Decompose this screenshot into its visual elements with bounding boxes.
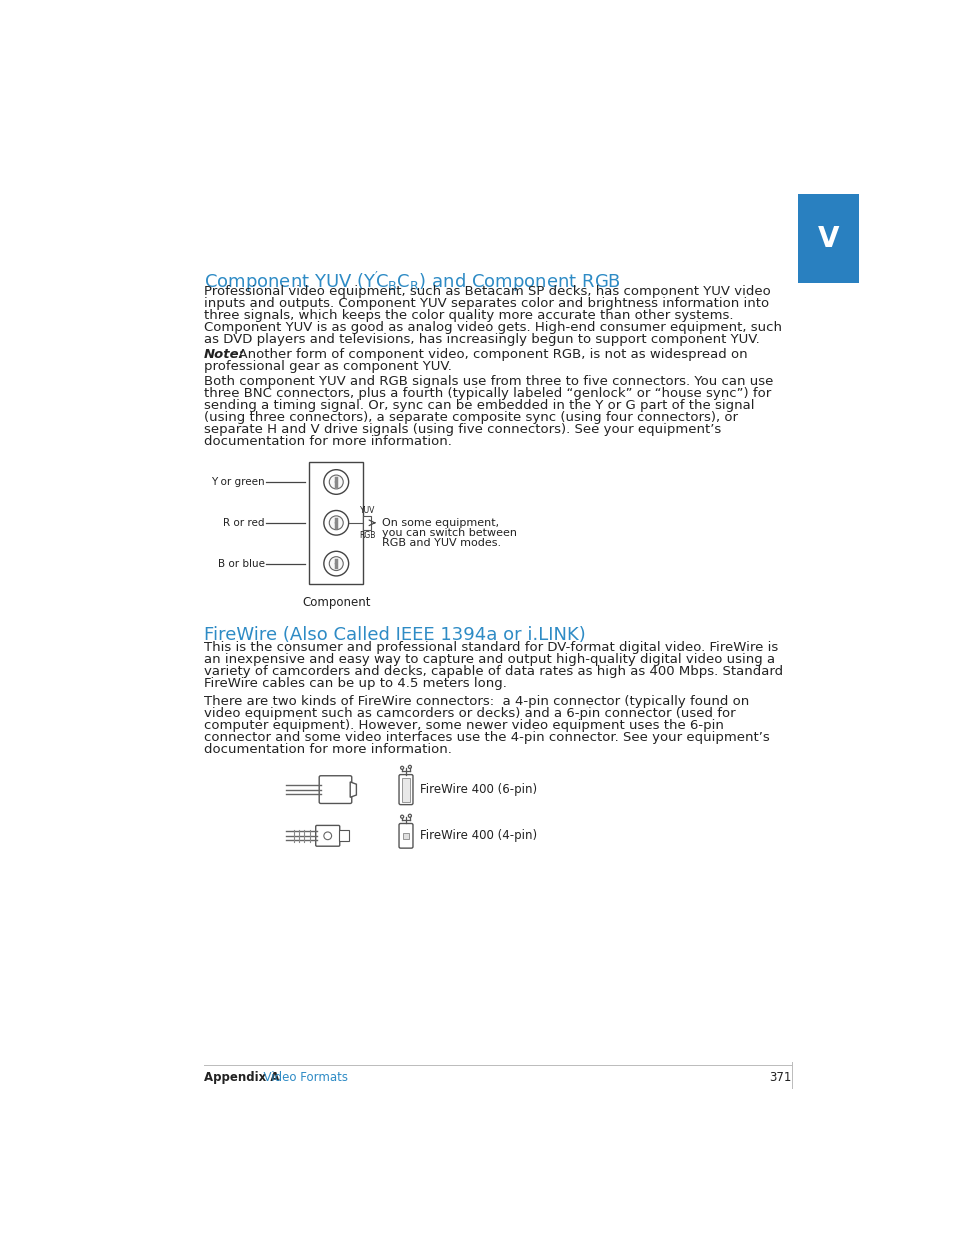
Text: variety of camcorders and decks, capable of data rates as high as 400 Mbps. Stan: variety of camcorders and decks, capable… (204, 666, 782, 678)
Text: Y or green: Y or green (212, 477, 265, 487)
Circle shape (329, 475, 343, 489)
Text: Note:: Note: (204, 348, 244, 361)
Text: Appendix A: Appendix A (204, 1071, 279, 1083)
Polygon shape (350, 782, 356, 798)
Text: There are two kinds of FireWire connectors:  a 4-pin connector (typically found : There are two kinds of FireWire connecto… (204, 695, 748, 709)
Text: Component: Component (302, 597, 370, 609)
Text: Professional video equipment, such as Betacam SP decks, has component YUV video: Professional video equipment, such as Be… (204, 285, 770, 299)
Text: B or blue: B or blue (217, 558, 265, 568)
Text: professional gear as component YUV.: professional gear as component YUV. (204, 359, 451, 373)
FancyBboxPatch shape (398, 774, 413, 805)
Circle shape (335, 480, 337, 484)
Circle shape (329, 516, 343, 530)
Text: RGB and YUV modes.: RGB and YUV modes. (381, 538, 500, 548)
Text: FireWire cables can be up to 4.5 meters long.: FireWire cables can be up to 4.5 meters … (204, 677, 506, 690)
FancyBboxPatch shape (398, 824, 413, 848)
Text: an inexpensive and easy way to capture and output high-quality digital video usi: an inexpensive and easy way to capture a… (204, 653, 774, 667)
Text: Another form of component video, component RGB, is not as widespread on: Another form of component video, compone… (230, 348, 747, 361)
Text: three signals, which keeps the color quality more accurate than other systems.: three signals, which keeps the color qua… (204, 309, 733, 322)
FancyBboxPatch shape (402, 832, 409, 839)
FancyBboxPatch shape (315, 825, 339, 846)
Text: Component YUV (Y$\mathregular{'\!}$C$_\mathregular{B}$C$_\mathregular{R}$) and C: Component YUV (Y$\mathregular{'\!}$C$_\m… (204, 270, 620, 294)
Text: FireWire 400 (4-pin): FireWire 400 (4-pin) (419, 830, 537, 842)
Text: connector and some video interfaces use the 4-pin connector. See your equipment’: connector and some video interfaces use … (204, 731, 769, 745)
Text: as DVD players and televisions, has increasingly begun to support component YUV.: as DVD players and televisions, has incr… (204, 333, 759, 346)
Text: YUV: YUV (359, 506, 375, 515)
FancyBboxPatch shape (402, 778, 410, 802)
Text: On some equipment,: On some equipment, (381, 519, 498, 529)
Bar (798, 194, 858, 283)
FancyBboxPatch shape (319, 776, 352, 804)
Circle shape (335, 562, 337, 566)
Text: video equipment such as camcorders or decks) and a 6-pin connector (used for: video equipment such as camcorders or de… (204, 708, 735, 720)
Text: sending a timing signal. Or, sync can be embedded in the Y or G part of the sign: sending a timing signal. Or, sync can be… (204, 399, 754, 411)
Text: FireWire (Also Called IEEE 1394a or i.LINK): FireWire (Also Called IEEE 1394a or i.LI… (204, 626, 585, 643)
Circle shape (335, 521, 337, 525)
Text: you can switch between: you can switch between (381, 529, 517, 538)
Text: RGB: RGB (358, 531, 375, 540)
Text: Component YUV is as good as analog video gets. High-end consumer equipment, such: Component YUV is as good as analog video… (204, 321, 781, 333)
Text: computer equipment). However, some newer video equipment uses the 6-pin: computer equipment). However, some newer… (204, 719, 722, 732)
Text: This is the consumer and professional standard for DV-format digital video. Fire: This is the consumer and professional st… (204, 641, 777, 655)
Text: R or red: R or red (223, 517, 265, 527)
Text: documentation for more information.: documentation for more information. (204, 435, 451, 447)
Text: documentation for more information.: documentation for more information. (204, 743, 451, 756)
Text: inputs and outputs. Component YUV separates color and brightness information int: inputs and outputs. Component YUV separa… (204, 298, 768, 310)
Text: Video Formats: Video Formats (256, 1071, 348, 1083)
Text: separate H and V drive signals (using five connectors). See your equipment’s: separate H and V drive signals (using fi… (204, 422, 720, 436)
Text: Both component YUV and RGB signals use from three to five connectors. You can us: Both component YUV and RGB signals use f… (204, 375, 772, 388)
Text: three BNC connectors, plus a fourth (typically labeled “genlock” or “house sync”: three BNC connectors, plus a fourth (typ… (204, 387, 770, 400)
Text: (using three connectors), a separate composite sync (using four connectors), or: (using three connectors), a separate com… (204, 411, 737, 424)
Bar (309, 462, 363, 584)
Bar (363, 516, 371, 530)
Text: V: V (817, 225, 839, 253)
Text: 371: 371 (769, 1071, 791, 1083)
FancyBboxPatch shape (338, 830, 348, 841)
Text: FireWire 400 (6-pin): FireWire 400 (6-pin) (419, 783, 537, 797)
Circle shape (329, 557, 343, 571)
